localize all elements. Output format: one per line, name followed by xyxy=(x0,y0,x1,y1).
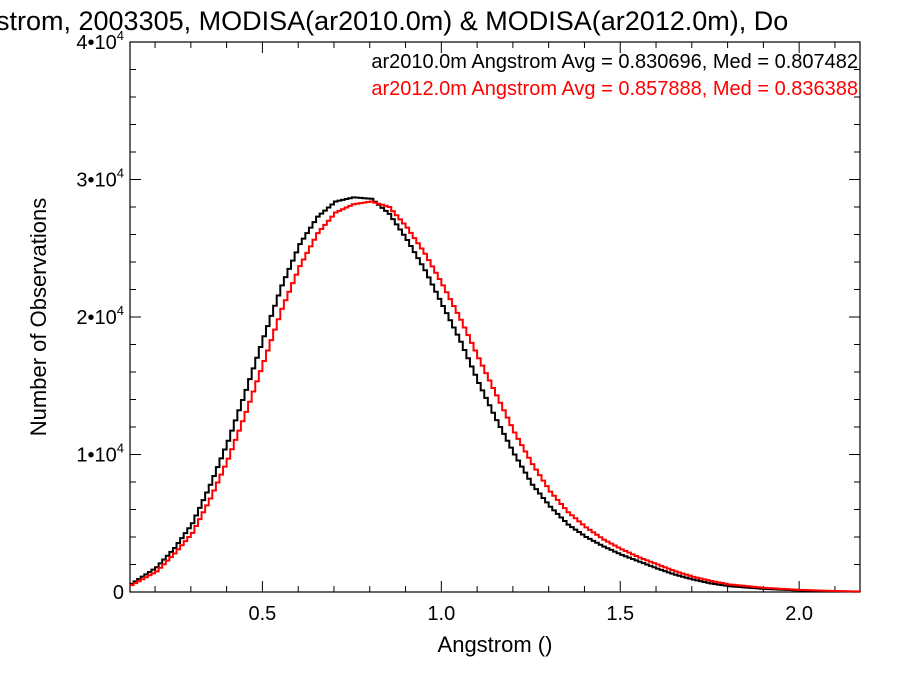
chart-title: strom, 2003305, MODISA(ar2010.0m) & MODI… xyxy=(0,6,788,36)
series-line-ar2012.0m xyxy=(130,200,861,593)
x-tick-label: 1.0 xyxy=(427,603,455,625)
y-tick-label: 4•104 xyxy=(76,28,124,54)
x-tick-label: 0.5 xyxy=(248,603,276,625)
x-tick-label: 1.5 xyxy=(606,603,634,625)
y-axis: 0 1•104 2•104 3•104 4•104 xyxy=(76,28,860,604)
x-axis: 0.5 1.0 1.5 2.0 xyxy=(154,42,836,625)
series-line-ar2010.0m xyxy=(130,196,861,593)
legend-entry-0: ar2010.0m Angstrom Avg = 0.830696, Med =… xyxy=(371,51,858,73)
legend-entry-1: ar2012.0m Angstrom Avg = 0.857888, Med =… xyxy=(371,78,858,100)
series-layer xyxy=(130,196,861,593)
y-tick-label: 2•104 xyxy=(76,303,124,329)
x-axis-label: Angstrom () xyxy=(438,632,553,657)
y-tick-label: 1•104 xyxy=(76,441,124,467)
plot-frame xyxy=(129,41,861,593)
y-tick-label: 3•104 xyxy=(76,166,124,192)
x-tick-label: 2.0 xyxy=(785,603,813,625)
y-axis-label: Number of Observations xyxy=(26,198,51,436)
y-tick-label: 0 xyxy=(113,582,124,604)
